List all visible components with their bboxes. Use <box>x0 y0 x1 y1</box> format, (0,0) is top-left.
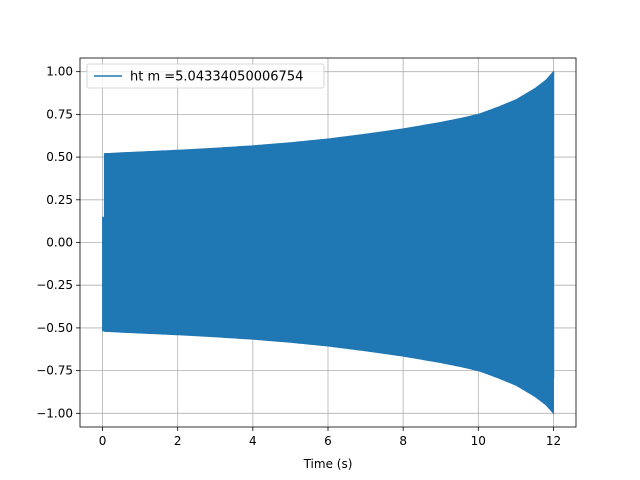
y-tick-label-0: −1.00 <box>36 406 73 420</box>
x-tick-label-1: 2 <box>174 434 182 448</box>
series-envelope <box>103 70 554 415</box>
y-axis: −1.00 −0.75 −0.50 −0.25 0.00 0.25 0.50 0.75 1.00 <box>36 65 80 420</box>
x-tick-label-6: 12 <box>546 434 561 448</box>
x-axis: 0 2 4 6 8 10 12 <box>99 427 561 448</box>
y-tick-label-7: 0.75 <box>46 107 73 121</box>
x-tick-label-5: 10 <box>471 434 486 448</box>
legend: ht m =5.04334050006754 <box>86 63 325 89</box>
x-tick-label-2: 4 <box>249 434 257 448</box>
legend-box <box>86 63 325 89</box>
x-axis-label: Time (s) <box>303 457 353 471</box>
y-tick-label-5: 0.25 <box>46 193 73 207</box>
y-tick-label-6: 0.50 <box>46 150 73 164</box>
x-tick-label-4: 8 <box>399 434 407 448</box>
x-tick-label-0: 0 <box>99 434 107 448</box>
series-initial-segment <box>102 216 105 332</box>
y-tick-label-8: 1.00 <box>46 65 73 79</box>
plot-area <box>102 70 555 415</box>
x-tick-label-3: 6 <box>324 434 332 448</box>
y-tick-label-1: −0.75 <box>36 364 73 378</box>
y-tick-label-4: 0.00 <box>46 236 73 250</box>
y-tick-label-3: −0.25 <box>36 278 73 292</box>
y-tick-label-2: −0.50 <box>36 321 73 335</box>
legend-label: ht m =5.04334050006754 <box>130 70 303 85</box>
